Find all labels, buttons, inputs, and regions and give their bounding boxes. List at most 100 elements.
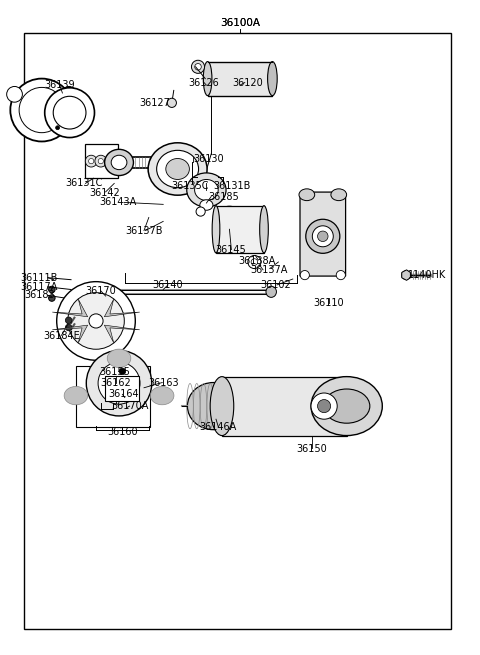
Ellipse shape	[119, 368, 126, 375]
Ellipse shape	[56, 126, 60, 130]
Text: 36137B: 36137B	[125, 225, 163, 236]
Ellipse shape	[98, 362, 140, 404]
Ellipse shape	[156, 151, 199, 188]
Text: 36117A: 36117A	[21, 282, 58, 292]
Ellipse shape	[105, 155, 116, 167]
Ellipse shape	[10, 79, 73, 141]
Text: 36164: 36164	[108, 389, 139, 400]
Ellipse shape	[101, 286, 115, 298]
Bar	[222, 377, 347, 436]
Ellipse shape	[53, 96, 86, 129]
Ellipse shape	[187, 173, 226, 207]
Ellipse shape	[48, 295, 55, 301]
Text: 36130: 36130	[193, 153, 224, 164]
Ellipse shape	[64, 386, 88, 405]
Ellipse shape	[61, 86, 77, 102]
Ellipse shape	[57, 282, 135, 360]
Ellipse shape	[401, 271, 411, 280]
Text: 36111B: 36111B	[21, 272, 58, 283]
Text: 36100A: 36100A	[220, 18, 260, 28]
Text: 36138A: 36138A	[238, 256, 276, 267]
Text: 36143A: 36143A	[99, 197, 136, 208]
Ellipse shape	[300, 271, 310, 280]
Ellipse shape	[306, 219, 340, 253]
Bar	[24, 33, 451, 629]
Ellipse shape	[65, 317, 72, 324]
Text: 1140HK: 1140HK	[408, 270, 446, 280]
Ellipse shape	[267, 62, 277, 96]
Text: 36102: 36102	[261, 280, 291, 290]
Ellipse shape	[89, 314, 103, 328]
Polygon shape	[52, 325, 88, 343]
Ellipse shape	[187, 383, 240, 430]
Ellipse shape	[150, 386, 174, 405]
Text: 36126: 36126	[189, 77, 219, 88]
Text: 36140: 36140	[153, 280, 183, 290]
Ellipse shape	[299, 189, 315, 200]
Ellipse shape	[312, 226, 333, 247]
Ellipse shape	[167, 98, 177, 107]
Bar	[216, 206, 264, 253]
Ellipse shape	[7, 86, 23, 102]
Text: 36155: 36155	[100, 367, 131, 377]
Ellipse shape	[45, 88, 95, 138]
Ellipse shape	[260, 206, 268, 253]
Ellipse shape	[196, 207, 205, 216]
Ellipse shape	[48, 286, 55, 293]
Text: 36160: 36160	[107, 427, 138, 438]
Ellipse shape	[311, 393, 337, 419]
Ellipse shape	[95, 155, 107, 167]
Polygon shape	[104, 325, 140, 343]
Ellipse shape	[19, 87, 64, 133]
Ellipse shape	[336, 271, 346, 280]
Text: 36145: 36145	[215, 244, 246, 255]
Text: 36170A: 36170A	[111, 401, 148, 411]
Ellipse shape	[266, 286, 276, 297]
Text: 36162: 36162	[100, 378, 131, 388]
Ellipse shape	[89, 159, 94, 164]
Text: 36163: 36163	[148, 378, 179, 388]
Polygon shape	[300, 192, 346, 276]
Ellipse shape	[324, 389, 370, 423]
Text: 36150: 36150	[297, 443, 327, 454]
Bar	[105, 376, 139, 401]
Ellipse shape	[105, 149, 133, 176]
Ellipse shape	[200, 200, 213, 210]
Ellipse shape	[212, 206, 220, 253]
Ellipse shape	[203, 62, 212, 96]
Text: 36131B: 36131B	[214, 181, 251, 191]
Ellipse shape	[98, 159, 103, 164]
Text: 36170: 36170	[85, 286, 116, 297]
Text: 36110: 36110	[313, 298, 344, 309]
Text: 36135C: 36135C	[171, 181, 209, 191]
Bar	[85, 144, 118, 178]
Text: 36146A: 36146A	[200, 422, 237, 432]
Text: 36100A: 36100A	[220, 18, 260, 28]
Ellipse shape	[107, 349, 131, 367]
Ellipse shape	[194, 179, 218, 200]
Text: 36131C: 36131C	[65, 178, 103, 189]
Text: 36142: 36142	[89, 187, 120, 198]
Text: 36184E: 36184E	[43, 331, 80, 341]
Ellipse shape	[251, 259, 258, 265]
Ellipse shape	[248, 255, 261, 269]
Ellipse shape	[210, 377, 234, 436]
Ellipse shape	[108, 159, 113, 164]
Text: 36120: 36120	[232, 77, 263, 88]
Text: 36137A: 36137A	[250, 265, 288, 275]
Ellipse shape	[68, 293, 124, 349]
Polygon shape	[52, 299, 88, 317]
Ellipse shape	[311, 377, 382, 436]
Ellipse shape	[86, 350, 152, 416]
Ellipse shape	[192, 60, 204, 73]
Text: 36185: 36185	[209, 191, 240, 202]
Ellipse shape	[111, 155, 127, 170]
Ellipse shape	[195, 64, 201, 70]
Bar	[207, 62, 272, 96]
Polygon shape	[402, 270, 410, 280]
Ellipse shape	[318, 231, 328, 242]
Ellipse shape	[148, 143, 207, 195]
Polygon shape	[104, 299, 140, 317]
Ellipse shape	[318, 400, 331, 413]
Text: 36183: 36183	[24, 290, 55, 301]
